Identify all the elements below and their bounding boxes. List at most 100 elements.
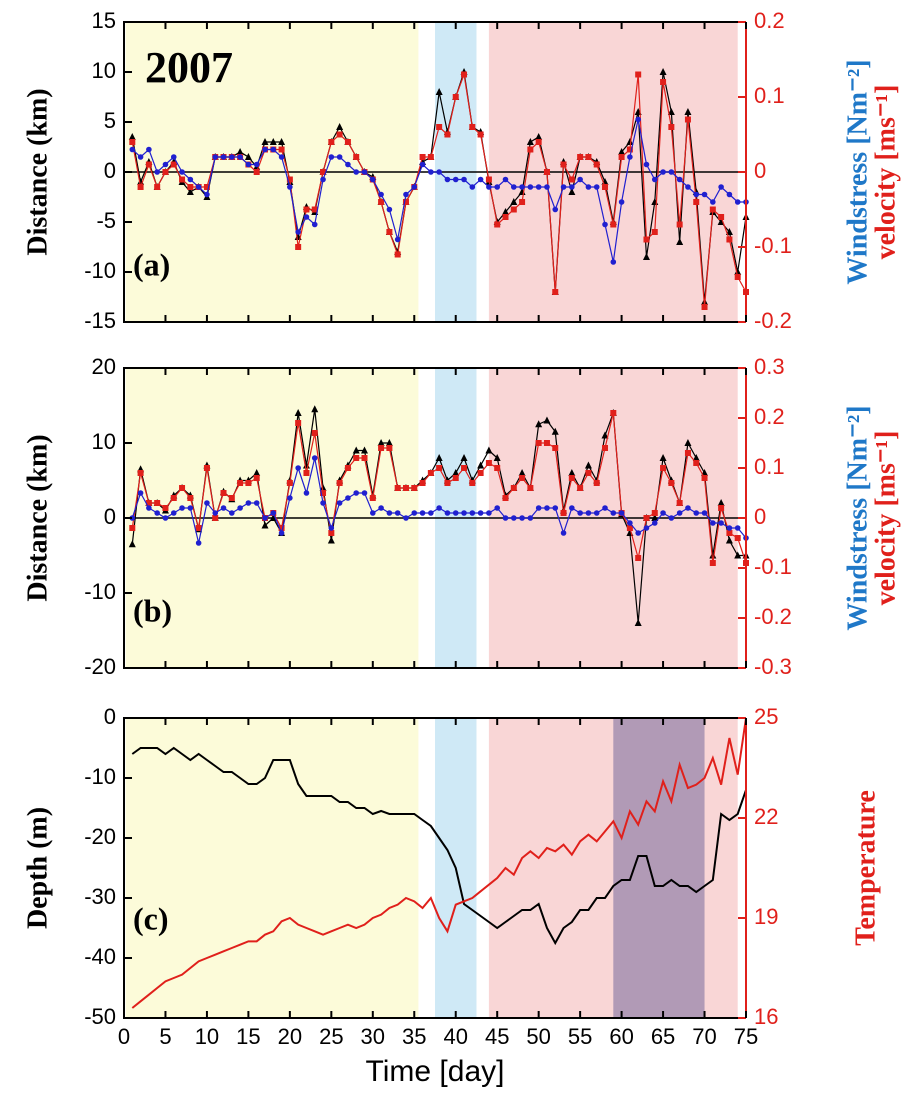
circle-marker <box>618 510 625 516</box>
circle-marker <box>585 510 592 516</box>
circle-marker <box>137 490 144 496</box>
circle-marker <box>461 176 467 183</box>
circle-marker <box>237 505 243 511</box>
square-marker <box>494 465 501 471</box>
series-line <box>131 746 747 946</box>
square-marker <box>303 206 310 213</box>
square-marker <box>635 555 642 561</box>
square-marker <box>212 515 219 521</box>
square-marker <box>170 161 177 168</box>
circle-marker <box>187 176 194 183</box>
circle-marker <box>469 184 476 190</box>
y2-tick-label: -0.1 <box>754 554 792 579</box>
triangle-marker <box>269 514 277 521</box>
square-marker <box>452 94 459 100</box>
square-marker <box>718 505 725 511</box>
square-marker <box>535 440 542 446</box>
circle-marker <box>444 176 451 183</box>
square-marker <box>353 154 360 160</box>
circle-marker <box>411 184 418 190</box>
circle-marker <box>660 510 666 516</box>
triangle-marker <box>684 439 692 446</box>
circle-marker <box>676 510 683 516</box>
square-marker <box>452 475 459 481</box>
square-marker <box>610 221 617 228</box>
circle-marker <box>378 505 384 511</box>
triangle-marker <box>734 268 742 275</box>
circle-marker <box>411 510 418 516</box>
circle-marker <box>510 515 517 521</box>
circle-marker <box>519 515 525 521</box>
circle-marker <box>726 191 733 198</box>
square-marker <box>402 199 409 205</box>
square-marker <box>585 470 592 476</box>
circle-marker <box>179 505 185 511</box>
circle-marker <box>162 515 169 521</box>
square-marker <box>676 221 683 228</box>
circle-marker <box>345 161 351 168</box>
x-tick-label: 25 <box>319 1024 343 1049</box>
square-marker <box>419 154 426 160</box>
circle-marker <box>345 495 351 501</box>
triangle-marker <box>128 133 136 140</box>
circle-marker <box>154 169 160 175</box>
circle-marker <box>162 161 169 168</box>
y-axis-label: Distance (km) <box>22 88 53 255</box>
circle-marker <box>320 176 326 183</box>
y-tick-label: -40 <box>84 944 116 969</box>
circle-marker <box>212 154 219 160</box>
circle-marker <box>295 229 301 235</box>
y-tick-label: -15 <box>84 308 116 333</box>
circle-marker <box>469 510 476 516</box>
x-tick-label: 60 <box>609 1024 633 1049</box>
triangle-marker <box>568 469 576 476</box>
circle-marker <box>328 154 335 160</box>
circle-marker <box>320 500 326 506</box>
square-marker <box>626 146 633 153</box>
triangle-marker <box>244 153 252 160</box>
circle-marker <box>328 525 335 531</box>
square-marker <box>286 176 293 183</box>
circle-marker <box>734 525 741 531</box>
square-marker <box>278 525 285 531</box>
triangle-marker <box>319 484 327 491</box>
circle-marker <box>146 505 152 511</box>
circle-marker <box>710 199 716 205</box>
square-marker <box>485 176 492 183</box>
circle-marker <box>676 176 683 183</box>
circle-marker <box>353 490 360 496</box>
triangle-marker <box>526 138 534 145</box>
square-marker <box>394 485 401 491</box>
circle-marker <box>204 191 210 198</box>
circle-marker <box>502 515 509 521</box>
square-marker <box>145 500 152 506</box>
square-marker <box>320 490 327 496</box>
circle-marker <box>693 191 700 198</box>
circle-marker <box>718 184 724 190</box>
square-marker <box>179 176 186 183</box>
circle-marker <box>486 510 492 516</box>
circle-marker <box>701 510 708 516</box>
y2-tick-label: 19 <box>754 904 778 929</box>
circle-marker <box>710 520 716 526</box>
x-tick-label: 10 <box>195 1024 219 1049</box>
y2-tick-label: 0.1 <box>754 454 785 479</box>
square-marker <box>535 139 542 145</box>
triangle-marker <box>717 499 725 506</box>
circle-marker <box>544 184 550 190</box>
square-marker <box>709 560 716 566</box>
x-tick-label: 50 <box>526 1024 550 1049</box>
square-marker <box>709 206 716 213</box>
circle-marker <box>146 146 152 153</box>
circle-marker <box>635 116 641 123</box>
circle-marker <box>378 191 384 198</box>
circle-marker <box>618 199 625 205</box>
y-tick-label: 0 <box>104 504 116 529</box>
circle-marker <box>394 236 401 243</box>
square-marker <box>651 229 658 235</box>
square-marker <box>203 184 210 190</box>
x-tick-label: 65 <box>651 1024 675 1049</box>
square-marker <box>527 146 534 153</box>
circle-marker <box>170 154 177 160</box>
